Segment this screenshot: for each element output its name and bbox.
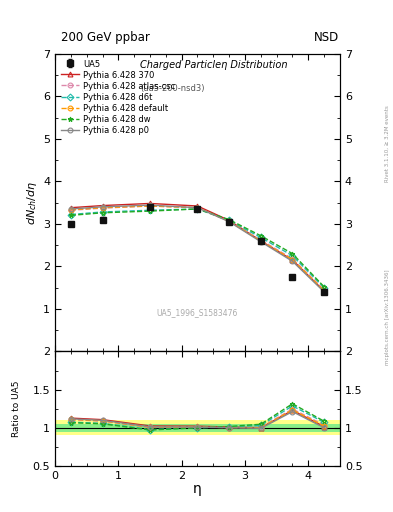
Text: Rivet 3.1.10, ≥ 3.2M events: Rivet 3.1.10, ≥ 3.2M events <box>385 105 390 182</box>
Pythia 6.428 d6t <box>227 218 231 224</box>
Pythia 6.428 d6t <box>322 285 327 291</box>
Pythia 6.428 370 <box>290 257 295 263</box>
Line: Pythia 6.428 dw: Pythia 6.428 dw <box>68 206 327 289</box>
Pythia 6.428 370 <box>100 203 105 209</box>
Pythia 6.428 default <box>227 218 231 224</box>
Pythia 6.428 dw <box>195 206 200 212</box>
Pythia 6.428 atlas-csc <box>227 218 231 224</box>
Pythia 6.428 dw <box>68 212 73 219</box>
Legend: UA5, Pythia 6.428 370, Pythia 6.428 atlas-csc, Pythia 6.428 d6t, Pythia 6.428 de: UA5, Pythia 6.428 370, Pythia 6.428 atla… <box>58 57 178 138</box>
Text: 200 GeV ppbar: 200 GeV ppbar <box>61 31 150 44</box>
Pythia 6.428 atlas-csc <box>259 237 263 243</box>
Pythia 6.428 default <box>290 257 295 263</box>
Pythia 6.428 p0 <box>227 219 231 225</box>
Pythia 6.428 d6t <box>290 253 295 259</box>
X-axis label: η: η <box>193 482 202 496</box>
Pythia 6.428 default <box>322 288 327 294</box>
Pythia 6.428 d6t <box>195 206 200 212</box>
Text: UA5_1996_S1583476: UA5_1996_S1583476 <box>157 308 238 317</box>
Pythia 6.428 atlas-csc <box>195 205 200 211</box>
Line: Pythia 6.428 370: Pythia 6.428 370 <box>68 201 327 293</box>
Pythia 6.428 d6t <box>148 207 152 214</box>
Pythia 6.428 370 <box>322 288 327 294</box>
Pythia 6.428 dw <box>148 208 152 214</box>
Pythia 6.428 dw <box>322 284 327 290</box>
Text: mcplots.cern.ch [arXiv:1306.3436]: mcplots.cern.ch [arXiv:1306.3436] <box>385 270 390 365</box>
Pythia 6.428 d6t <box>259 234 263 241</box>
Pythia 6.428 default <box>148 203 152 209</box>
Line: Pythia 6.428 d6t: Pythia 6.428 d6t <box>68 206 327 290</box>
Line: Pythia 6.428 atlas-csc: Pythia 6.428 atlas-csc <box>68 204 327 292</box>
Pythia 6.428 370 <box>148 200 152 206</box>
Pythia 6.428 p0 <box>322 289 327 295</box>
Pythia 6.428 370 <box>195 203 200 209</box>
Y-axis label: Ratio to UA5: Ratio to UA5 <box>12 380 21 437</box>
Pythia 6.428 atlas-csc <box>148 203 152 209</box>
Pythia 6.428 default <box>68 207 73 213</box>
Pythia 6.428 370 <box>68 205 73 211</box>
Pythia 6.428 dw <box>227 217 231 223</box>
Pythia 6.428 default <box>259 238 263 244</box>
Pythia 6.428 p0 <box>259 239 263 245</box>
Line: Pythia 6.428 p0: Pythia 6.428 p0 <box>68 203 327 294</box>
Pythia 6.428 atlas-csc <box>290 255 295 262</box>
Text: (ua5-200-nsd3): (ua5-200-nsd3) <box>141 83 205 93</box>
Pythia 6.428 p0 <box>290 258 295 264</box>
Pythia 6.428 default <box>195 205 200 211</box>
Pythia 6.428 p0 <box>148 202 152 208</box>
Pythia 6.428 atlas-csc <box>322 287 327 293</box>
Text: Charged Particleη Distribution: Charged Particleη Distribution <box>141 60 288 70</box>
Pythia 6.428 370 <box>259 238 263 244</box>
Pythia 6.428 atlas-csc <box>100 205 105 211</box>
Pythia 6.428 d6t <box>68 211 73 218</box>
Pythia 6.428 p0 <box>100 204 105 210</box>
Text: NSD: NSD <box>314 31 339 44</box>
Pythia 6.428 d6t <box>100 209 105 215</box>
Pythia 6.428 370 <box>227 218 231 224</box>
Pythia 6.428 p0 <box>195 205 200 211</box>
Pythia 6.428 dw <box>290 250 295 257</box>
Pythia 6.428 default <box>100 205 105 211</box>
Pythia 6.428 p0 <box>68 206 73 212</box>
Pythia 6.428 dw <box>100 210 105 216</box>
Line: Pythia 6.428 default: Pythia 6.428 default <box>68 204 327 293</box>
Pythia 6.428 dw <box>259 232 263 239</box>
Pythia 6.428 atlas-csc <box>68 207 73 214</box>
Y-axis label: $dN_{ch}/d\eta$: $dN_{ch}/d\eta$ <box>25 180 39 225</box>
